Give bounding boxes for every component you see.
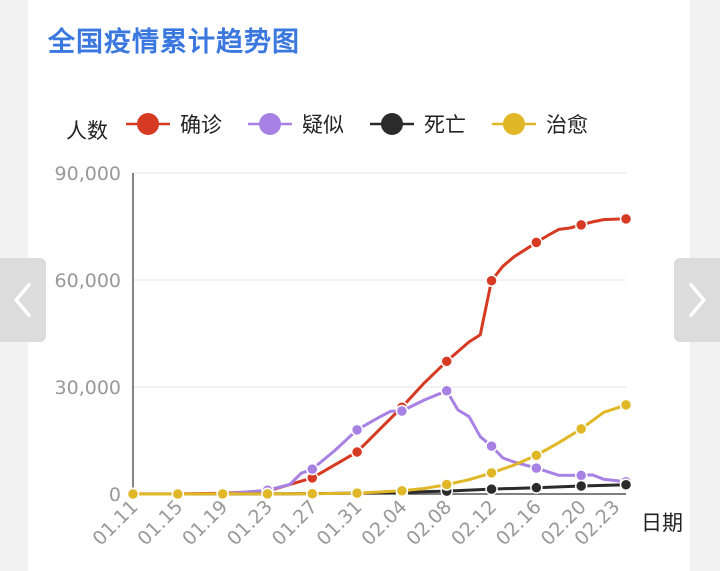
x-tick-label: 01.27	[268, 496, 322, 550]
data-point-治愈	[216, 487, 229, 501]
x-tick-label: 01.31	[313, 496, 367, 550]
data-point-治愈	[530, 449, 543, 462]
next-chart-button[interactable]	[674, 258, 720, 342]
data-point-疑似	[395, 404, 409, 418]
legend-marker-确诊	[137, 113, 159, 135]
data-point-治愈	[395, 484, 409, 498]
data-point-确诊	[485, 274, 498, 287]
data-point-疑似	[306, 462, 319, 476]
x-tick-label: 02.16	[492, 496, 546, 550]
series-line-疑似	[131, 389, 628, 496]
data-point-确诊	[619, 212, 633, 226]
data-point-治愈	[485, 466, 498, 480]
data-point-疑似	[485, 439, 498, 453]
y-tick-label: 90,000	[55, 163, 121, 185]
x-tick-label: 01.23	[223, 496, 277, 550]
data-point-治愈	[126, 487, 140, 501]
x-tick-label: 02.04	[357, 496, 411, 550]
legend-label-死亡: 死亡	[424, 113, 466, 137]
data-point-死亡	[619, 478, 633, 492]
y-tick-label: 60,000	[55, 270, 121, 292]
x-tick-label: 01.15	[133, 496, 187, 550]
y-tick-label: 0	[109, 484, 121, 506]
data-point-治愈	[574, 422, 588, 436]
chevron-left-icon	[14, 283, 31, 317]
page-title: 全国疫情累计趋势图	[48, 27, 300, 58]
data-point-死亡	[530, 481, 543, 494]
legend-marker-治愈	[503, 113, 525, 135]
data-point-疑似	[530, 461, 543, 475]
series-lines	[126, 212, 633, 501]
x-tick-label: 02.12	[447, 496, 501, 550]
x-tick-label: 02.08	[402, 496, 456, 550]
data-point-治愈	[171, 487, 185, 501]
data-point-确诊	[350, 445, 364, 459]
data-point-确诊	[574, 218, 588, 232]
legend-label-疑似: 疑似	[302, 113, 344, 137]
chevron-right-icon	[689, 283, 706, 317]
data-point-治愈	[261, 487, 274, 501]
x-tick-label: 01.19	[178, 496, 232, 550]
legend: 确诊 疑似 死亡 治愈	[126, 113, 588, 137]
data-point-治愈	[440, 478, 453, 491]
data-point-死亡	[485, 482, 498, 496]
data-point-治愈	[306, 487, 319, 501]
data-point-治愈	[350, 486, 364, 500]
data-point-确诊	[530, 236, 543, 249]
data-point-疑似	[350, 423, 364, 437]
legend-label-治愈: 治愈	[546, 113, 588, 137]
data-point-疑似	[574, 469, 588, 482]
data-point-疑似	[440, 384, 453, 398]
series-line-确诊	[131, 217, 628, 496]
prev-chart-button[interactable]	[0, 258, 46, 342]
legend-label-确诊: 确诊	[180, 113, 222, 137]
y-axis-label: 人数	[66, 119, 108, 143]
legend-marker-疑似	[259, 113, 281, 135]
data-point-确诊	[440, 355, 453, 368]
y-tick-label: 30,000	[55, 377, 121, 399]
grid-lines	[133, 172, 626, 388]
legend-marker-死亡	[381, 113, 403, 135]
data-point-死亡	[574, 479, 588, 493]
x-axis-label: 日期	[641, 511, 683, 535]
data-point-治愈	[619, 398, 633, 412]
